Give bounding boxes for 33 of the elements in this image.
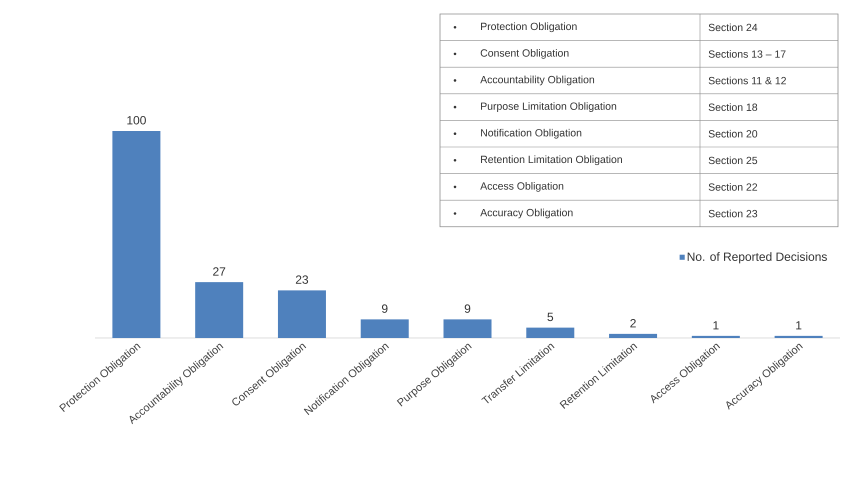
- text: Consent Obligation: [480, 49, 568, 59]
- annotation: Section 23: [708, 210, 758, 218]
- annotation: Retention Limitation Obligation: [481, 155, 622, 166]
- bar: [278, 290, 326, 338]
- text: Section 24: [708, 23, 758, 32]
- data-label: 27: [213, 267, 226, 276]
- annotation: Accuracy Obligation: [480, 208, 573, 218]
- data-label: 5: [547, 312, 554, 322]
- text: Sections 11 & 12: [708, 76, 786, 84]
- bar: [526, 328, 574, 338]
- data-label: 1: [713, 321, 719, 330]
- legend-label: No. of Reported Decisions: [688, 252, 827, 264]
- bar: [112, 130, 160, 338]
- text: Sections 13 – 17: [708, 50, 786, 58]
- text: Section 18: [708, 103, 758, 111]
- data-label: 23: [296, 275, 308, 284]
- annotation: Section 22: [708, 183, 758, 191]
- data-label: 100: [127, 116, 146, 124]
- annotation: Section 20: [708, 130, 758, 138]
- annotation: Access Obligation: [480, 182, 564, 192]
- data-label: 9: [382, 304, 388, 313]
- annotation: Notification Obligation: [481, 128, 582, 139]
- bar: [195, 282, 244, 338]
- annotation: Section 25: [708, 156, 758, 164]
- bar: [360, 319, 409, 338]
- data-label: 2: [630, 318, 636, 328]
- text: Accountability Obligation: [480, 76, 594, 86]
- data-label: 9: [464, 304, 470, 313]
- text: Protection Obligation: [481, 22, 577, 32]
- bar: [609, 334, 658, 338]
- bar: [444, 319, 492, 338]
- data-label: 1: [796, 321, 802, 330]
- text: Purpose Limitation Obligation: [481, 102, 616, 112]
